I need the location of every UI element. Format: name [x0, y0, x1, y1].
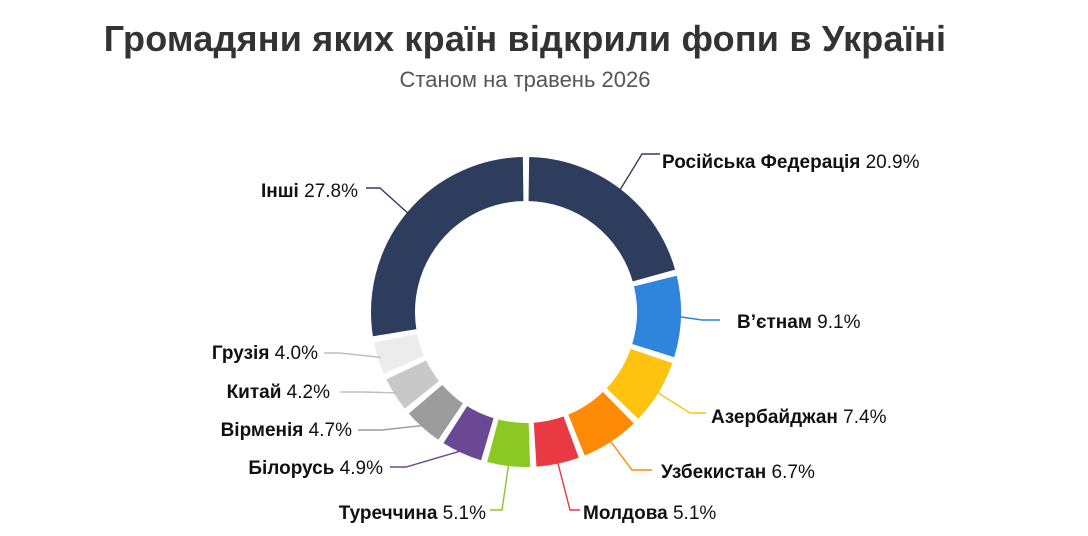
slice-7-value: 4.9% [334, 458, 383, 479]
slice-11-name: Інші [261, 181, 299, 202]
slice-3-name: Азербайджан [711, 407, 838, 428]
slice-11-leader-line [366, 187, 410, 216]
slice-10-label: Грузія 4.0% [212, 343, 318, 364]
slice-3-label: Азербайджан 7.4% [711, 407, 887, 428]
slice-4-value: 6.7% [766, 462, 815, 483]
slice-1-value: 20.9% [860, 152, 919, 173]
slice-4-name: Узбекистан [661, 462, 766, 483]
slice-2 [630, 273, 684, 360]
slice-6-leader-line [490, 462, 510, 511]
slice-6-name: Туреччина [339, 503, 438, 524]
slice-8-value: 4.7% [303, 420, 352, 441]
slice-5-name: Молдова [583, 503, 668, 524]
slice-5-label: Молдова 5.1% [583, 503, 716, 524]
slice-4-leader-line [608, 438, 652, 471]
slice-5-value: 5.1% [668, 503, 717, 524]
slice-3 [604, 346, 675, 422]
slice-8-label: Вірменія 4.7% [221, 420, 353, 441]
slice-1 [526, 155, 678, 284]
slice-2-name: В’єтнам [737, 312, 812, 333]
slice-3-value: 7.4% [838, 407, 887, 428]
slice-6 [484, 417, 533, 469]
slice-10-leader-line [324, 352, 381, 359]
slice-7-label: Білорусь 4.9% [248, 458, 383, 479]
slice-2-value: 9.1% [812, 312, 861, 333]
slice-8-leader-line [358, 424, 425, 431]
slice-4 [565, 389, 637, 458]
slice-1-label: Російська Федерація 20.9% [662, 152, 920, 173]
slice-2-label: В’єтнам 9.1% [737, 312, 861, 333]
slice-1-leader-line [618, 153, 660, 193]
slice-9 [384, 358, 442, 412]
slice-5 [531, 414, 582, 469]
chart-title: Громадяни яких країн відкрили фопи в Укр… [103, 18, 947, 59]
slice-4-label: Узбекистан 6.7% [661, 462, 815, 483]
slice-8 [406, 382, 466, 443]
slice-9-label: Китай 4.2% [227, 382, 331, 403]
slice-2-leader-line [677, 315, 720, 321]
slice-9-name: Китай [227, 382, 282, 403]
slice-10-value: 4.0% [269, 343, 318, 364]
slice-7-leader-line [390, 449, 464, 468]
slice-11 [369, 155, 526, 339]
slice-9-value: 4.2% [281, 382, 330, 403]
slice-9-leader-line [340, 391, 398, 394]
slice-6-value: 5.1% [437, 503, 486, 524]
slice-8-name: Вірменія [221, 420, 304, 441]
slice-11-label: Інші 27.8% [261, 181, 358, 202]
slice-10-name: Грузія [212, 343, 270, 364]
slice-3-leader-line [655, 390, 706, 414]
slice-11-value: 27.8% [299, 181, 358, 202]
slice-5-leader-line [556, 460, 580, 511]
slice-1-name: Російська Федерація [662, 152, 860, 173]
slice-10 [371, 331, 427, 376]
slice-7 [441, 403, 496, 463]
slice-7-name: Білорусь [248, 458, 334, 479]
slice-6-label: Туреччина 5.1% [339, 503, 486, 524]
chart-subtitle: Станом на травень 2026 [399, 67, 651, 92]
